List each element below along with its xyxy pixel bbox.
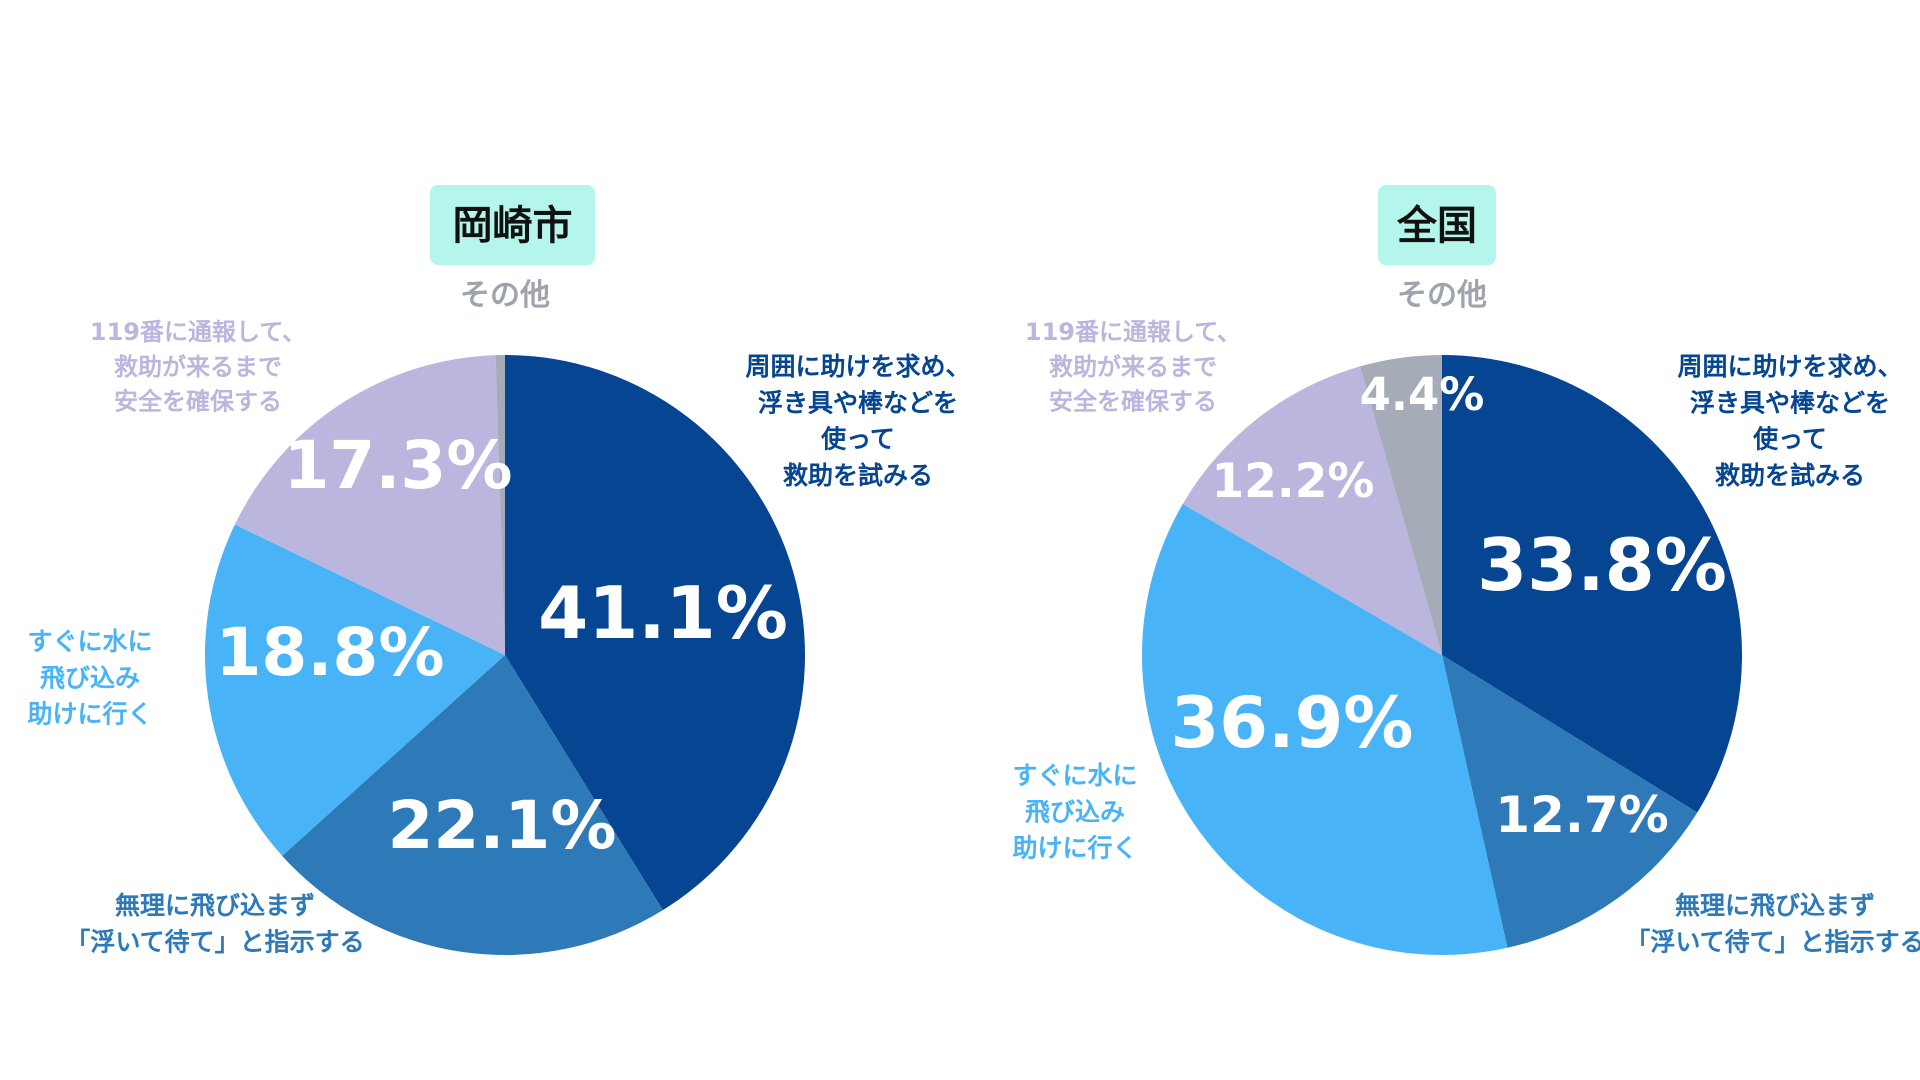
chart-title: 全国 <box>1396 203 1477 249</box>
category-label-other: その他 <box>1397 278 1487 313</box>
chart-title: 岡崎市 <box>453 203 573 249</box>
category-label-float-wait: 無理に飛び込まず「浮いて待て」と指示する <box>65 891 364 956</box>
category-label-line: 救助を試みる <box>783 461 933 490</box>
value-label-jump-in: 36.9% <box>1171 682 1414 764</box>
category-label-line: 安全を確保する <box>1049 388 1217 416</box>
pie-slice-call-119 <box>234 355 505 655</box>
category-label-line: 飛び込み <box>40 663 140 692</box>
category-label-other: その他 <box>460 278 550 313</box>
pie-slice-jump-in <box>1141 503 1508 956</box>
pie-slice-call-119 <box>1182 366 1442 655</box>
category-label-line: 飛び込み <box>1025 797 1125 826</box>
category-label-rescue-tools: 周囲に助けを求め、浮き具や棒などを使って救助を試みる <box>1677 352 1902 490</box>
category-label-line: 浮き具や棒などを <box>1690 388 1890 417</box>
category-label-line: 119番に通報して、 <box>90 318 306 346</box>
chart-title-badge <box>1378 185 1496 265</box>
category-label-line: 無理に飛び込まず <box>115 891 315 920</box>
pie-slice-other <box>495 355 505 655</box>
category-label-line: 安全を確保する <box>114 388 282 416</box>
category-label-line: すぐに水に <box>27 627 152 656</box>
category-label-call-119: 119番に通報して、救助が来るまで安全を確保する <box>1025 318 1241 416</box>
category-label-line: 救助を試みる <box>1715 461 1865 490</box>
category-label-rescue-tools: 周囲に助けを求め、浮き具や棒などを使って救助を試みる <box>745 352 970 490</box>
category-label-jump-in: すぐに水に飛び込み助けに行く <box>1012 761 1137 863</box>
category-label-line: 救助が来るまで <box>114 353 282 381</box>
value-label-float-wait: 22.1% <box>388 787 617 864</box>
value-label-call-119: 12.2% <box>1211 454 1374 509</box>
category-label-line: その他 <box>1397 278 1487 313</box>
category-label-line: 「浮いて待て」と指示する <box>65 927 364 956</box>
category-label-line: すぐに水に <box>1012 761 1137 790</box>
pie-slice-rescue-tools <box>505 355 805 911</box>
pie-slice-rescue-tools <box>1442 355 1743 813</box>
category-label-line: 無理に飛び込まず <box>1675 891 1875 920</box>
pie-slice-jump-in <box>205 524 505 856</box>
category-label-jump-in: すぐに水に飛び込み助けに行く <box>27 627 152 729</box>
category-label-line: 浮き具や棒などを <box>758 388 958 417</box>
pie-slice-float-wait <box>282 655 663 955</box>
pie-slice-float-wait <box>1442 655 1698 948</box>
category-label-float-wait: 無理に飛び込まず「浮いて待て」と指示する <box>1625 891 1920 956</box>
category-label-line: 助けに行く <box>27 700 152 729</box>
category-label-line: 使って <box>820 425 895 454</box>
category-label-call-119: 119番に通報して、救助が来るまで安全を確保する <box>90 318 306 416</box>
value-label-jump-in: 18.8% <box>216 614 445 691</box>
pie-slice-other <box>1360 355 1442 655</box>
category-label-line: 周囲に助けを求め、 <box>745 352 970 381</box>
category-label-line: その他 <box>460 278 550 313</box>
value-label-rescue-tools: 33.8% <box>1477 523 1727 607</box>
pie-chart-okazaki: 岡崎市 41.1% 22.1% 18.8% 17.3% 周囲に助けを求め、浮き具や棒などを… <box>27 185 971 956</box>
chart-title-badge <box>430 185 595 265</box>
value-label-float-wait: 12.7% <box>1495 786 1668 844</box>
category-label-line: 救助が来るまで <box>1049 353 1217 381</box>
category-label-line: 使って <box>1752 425 1827 454</box>
category-label-line: 119番に通報して、 <box>1025 318 1241 346</box>
value-label-call-119: 17.3% <box>284 427 513 504</box>
value-label-rescue-tools: 41.1% <box>538 571 788 655</box>
value-label-other: 4.4% <box>1360 368 1485 421</box>
category-label-line: 周囲に助けを求め、 <box>1677 352 1902 381</box>
pie-chart-national: 全国 33.8% 12.7% 36.9% 12.2% 4.4% 周囲に助けを求め、浮き具や棒… <box>1012 185 1920 956</box>
category-label-line: 助けに行く <box>1012 834 1137 863</box>
category-label-line: 「浮いて待て」と指示する <box>1625 927 1920 956</box>
